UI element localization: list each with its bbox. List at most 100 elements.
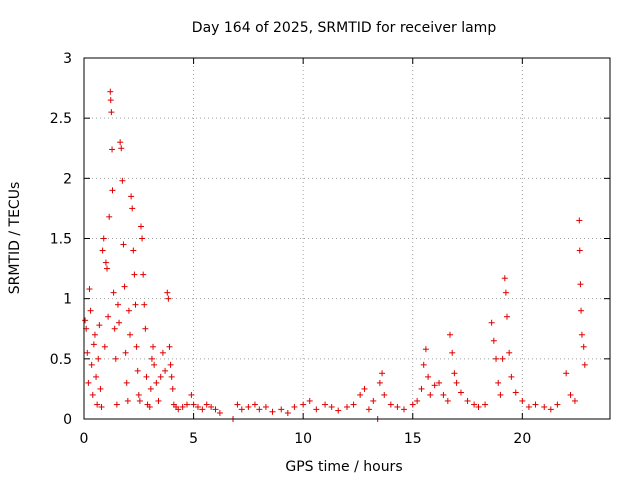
data-point — [121, 283, 128, 290]
data-point — [488, 319, 495, 326]
data-point — [471, 401, 478, 408]
data-point — [506, 349, 513, 356]
data-point — [141, 301, 148, 308]
data-point — [168, 373, 175, 380]
data-point — [381, 391, 388, 398]
data-point — [420, 361, 427, 368]
data-point — [577, 281, 584, 288]
data-point — [328, 403, 335, 410]
data-point — [567, 391, 574, 398]
y-tick-label: 2.5 — [50, 111, 72, 127]
data-point — [291, 403, 298, 410]
data-point — [427, 391, 434, 398]
data-point — [88, 361, 95, 368]
data-point — [119, 177, 126, 184]
data-point — [457, 389, 464, 396]
data-point — [547, 406, 554, 413]
data-point — [234, 401, 241, 408]
data-point — [464, 397, 471, 404]
chart-title: Day 164 of 2025, SRMTID for receiver lam… — [192, 20, 497, 36]
data-point — [117, 139, 124, 146]
data-point — [313, 406, 320, 413]
data-point — [447, 331, 454, 338]
x-axis-label: GPS time / hours — [285, 459, 402, 475]
data-point — [262, 403, 269, 410]
data-point — [114, 301, 121, 308]
data-point — [350, 401, 357, 408]
y-tick-label: 1 — [63, 292, 72, 308]
x-tick-label: 10 — [294, 431, 312, 447]
data-point — [578, 307, 585, 314]
data-point — [194, 403, 201, 410]
data-point — [136, 397, 143, 404]
data-point — [90, 341, 97, 348]
data-point — [86, 286, 93, 293]
data-point — [87, 307, 94, 314]
data-point — [238, 406, 245, 413]
data-point — [129, 205, 136, 212]
data-point — [169, 385, 176, 392]
data-point — [453, 379, 460, 386]
data-point — [409, 401, 416, 408]
data-point — [495, 379, 502, 386]
data-point — [162, 367, 169, 374]
data-point — [199, 406, 206, 413]
data-point — [269, 408, 276, 415]
data-point — [431, 382, 438, 389]
data-point — [188, 391, 195, 398]
data-point — [284, 409, 291, 416]
data-point — [111, 325, 118, 332]
x-tick-label: 0 — [80, 431, 89, 447]
data-point — [99, 247, 106, 254]
data-point — [125, 307, 132, 314]
data-point — [216, 409, 223, 416]
y-tick-label: 1.5 — [50, 232, 72, 248]
data-point — [118, 145, 125, 152]
data-point — [112, 355, 119, 362]
data-point — [322, 401, 329, 408]
data-point — [251, 401, 258, 408]
data-point — [581, 361, 588, 368]
data-point — [571, 397, 578, 404]
data-point — [512, 389, 519, 396]
data-point — [361, 385, 368, 392]
x-tick-label: 5 — [189, 431, 198, 447]
data-point — [376, 379, 383, 386]
data-point — [106, 213, 113, 220]
data-point — [165, 295, 172, 302]
data-point — [440, 391, 447, 398]
data-point — [212, 406, 219, 413]
data-point — [208, 403, 215, 410]
data-point — [131, 271, 138, 278]
data-point — [135, 391, 142, 398]
data-point — [370, 397, 377, 404]
data-point — [501, 275, 508, 282]
y-axis-label: SRMTID / TECUs — [7, 182, 23, 295]
data-point — [97, 385, 104, 392]
data-point — [414, 397, 421, 404]
data-point — [113, 401, 120, 408]
data-point — [150, 343, 157, 350]
data-point — [497, 391, 504, 398]
data-point — [578, 331, 585, 338]
data-point — [157, 373, 164, 380]
data-point — [159, 349, 166, 356]
data-point — [123, 379, 130, 386]
data-point — [155, 397, 162, 404]
data-point — [147, 385, 154, 392]
data-point — [120, 241, 127, 248]
data-point — [146, 403, 153, 410]
grid-lines — [84, 58, 610, 419]
data-point — [503, 313, 510, 320]
data-point — [387, 401, 394, 408]
y-tick-label: 0 — [63, 412, 72, 428]
data-point — [148, 355, 155, 362]
data-point — [128, 193, 135, 200]
data-point — [96, 322, 103, 329]
data-point — [493, 355, 500, 362]
data-point — [576, 217, 583, 224]
axis-ticks: 0 5 10 15 20 0 0.5 1 1.5 2 2.5 3 — [50, 51, 610, 447]
data-point — [91, 331, 98, 338]
data-point — [133, 343, 140, 350]
